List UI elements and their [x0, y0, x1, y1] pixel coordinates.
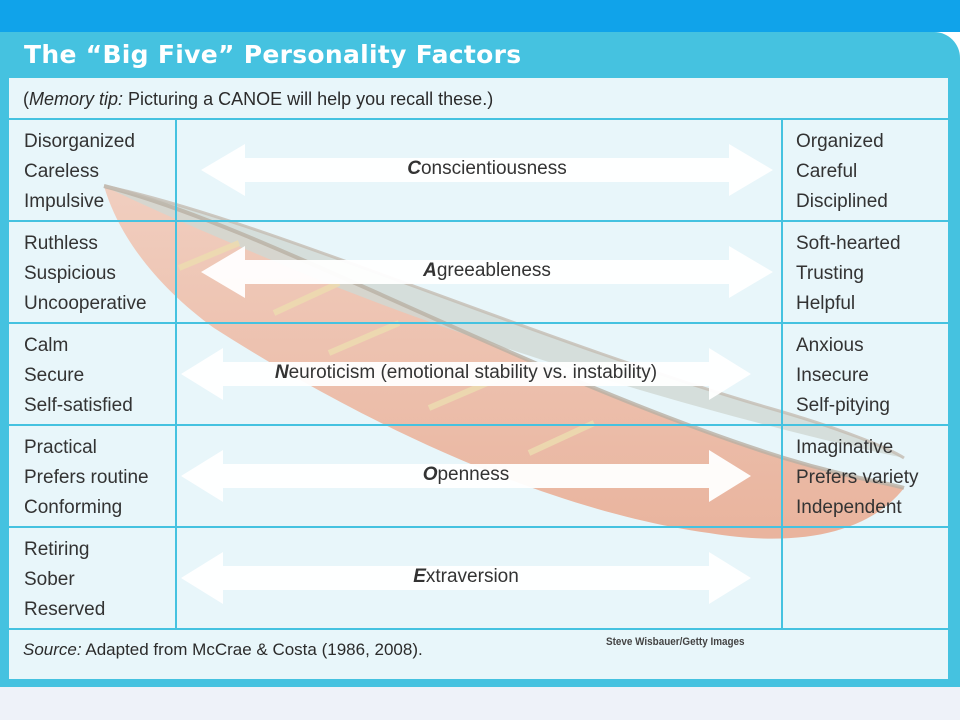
- factor-label: Conscientiousness: [407, 158, 567, 179]
- trait: Practical: [24, 437, 97, 458]
- bottom-band: [0, 687, 960, 720]
- trait: Organized: [796, 131, 884, 152]
- trait: Insecure: [796, 365, 869, 386]
- source-note: Source: Adapted from McCrae & Costa (198…: [23, 640, 423, 659]
- trait: Self-pitying: [796, 395, 890, 416]
- trait: Soft-hearted: [796, 233, 901, 254]
- factor-row-conscientiousness: Disorganized Careless Impulsive Conscien…: [9, 120, 948, 222]
- factor-label: Openness: [422, 464, 510, 485]
- column-divider-right: [781, 120, 783, 628]
- big-five-table: (Memory tip: Picturing a CANOE will help…: [9, 78, 948, 679]
- figure-title: The “Big Five” Personality Factors: [24, 40, 522, 69]
- trait: Disciplined: [796, 191, 888, 212]
- factor-label: Agreeableness: [423, 260, 551, 281]
- trait: Imaginative: [796, 437, 894, 458]
- high-traits: Imaginative Prefers variety Independent: [796, 433, 918, 523]
- high-traits: Soft-hearted Trusting Helpful: [796, 229, 901, 319]
- double-arrow: [181, 450, 751, 502]
- trait: Conforming: [24, 497, 123, 518]
- memory-tip-row: (Memory tip: Picturing a CANOE will help…: [9, 78, 948, 120]
- low-traits: Calm Secure Self-satisfied: [24, 331, 133, 421]
- trait: Careless: [24, 161, 99, 182]
- trait: Prefers variety: [796, 467, 919, 488]
- double-arrow: [201, 246, 773, 298]
- high-traits: Organized Careful Disciplined: [796, 127, 888, 217]
- trait: Impulsive: [24, 191, 105, 212]
- trait: Prefers routine: [24, 467, 149, 488]
- trait: Careful: [796, 161, 858, 182]
- factor-label: Neuroticism (emotional stability vs. ins…: [274, 362, 658, 383]
- low-traits: Practical Prefers routine Conforming: [24, 433, 149, 523]
- factor-row-agreeableness: Ruthless Suspicious Uncooperative Agreea…: [9, 222, 948, 324]
- column-divider-left: [175, 120, 177, 628]
- factor-row-neuroticism: Calm Secure Self-satisfied Neuroticism (…: [9, 324, 948, 426]
- low-traits: Disorganized Careless Impulsive: [24, 127, 135, 217]
- photo-credit: Steve Wisbauer/Getty Images: [606, 636, 745, 648]
- trait: Secure: [24, 365, 85, 386]
- trait: Ruthless: [24, 233, 98, 254]
- trait: Retiring: [24, 539, 90, 560]
- high-traits: Anxious Insecure Self-pitying: [796, 331, 890, 421]
- low-traits: Retiring Sober Reserved: [24, 535, 105, 625]
- factor-row-openness: Practical Prefers routine Conforming Ope…: [9, 426, 948, 528]
- trait: Independent: [796, 497, 902, 518]
- double-arrow: [181, 552, 751, 604]
- trait: Reserved: [24, 599, 106, 620]
- trait: Suspicious: [24, 263, 116, 284]
- top-header-band: [0, 0, 960, 32]
- factor-label: Extraversion: [413, 566, 519, 587]
- factor-row-extraversion: Retiring Sober Reserved Extraversion: [9, 528, 948, 630]
- double-arrow: [201, 144, 773, 196]
- trait: Uncooperative: [24, 293, 147, 314]
- trait: Trusting: [796, 263, 864, 284]
- trait: Disorganized: [24, 131, 135, 152]
- double-arrow: [181, 348, 751, 400]
- trait: Calm: [24, 335, 69, 356]
- trait: Helpful: [796, 293, 856, 314]
- memory-tip: (Memory tip: Picturing a CANOE will help…: [23, 89, 494, 109]
- trait: Self-satisfied: [24, 395, 133, 416]
- low-traits: Ruthless Suspicious Uncooperative: [24, 229, 147, 319]
- trait: Anxious: [796, 335, 864, 356]
- trait: Sober: [24, 569, 75, 590]
